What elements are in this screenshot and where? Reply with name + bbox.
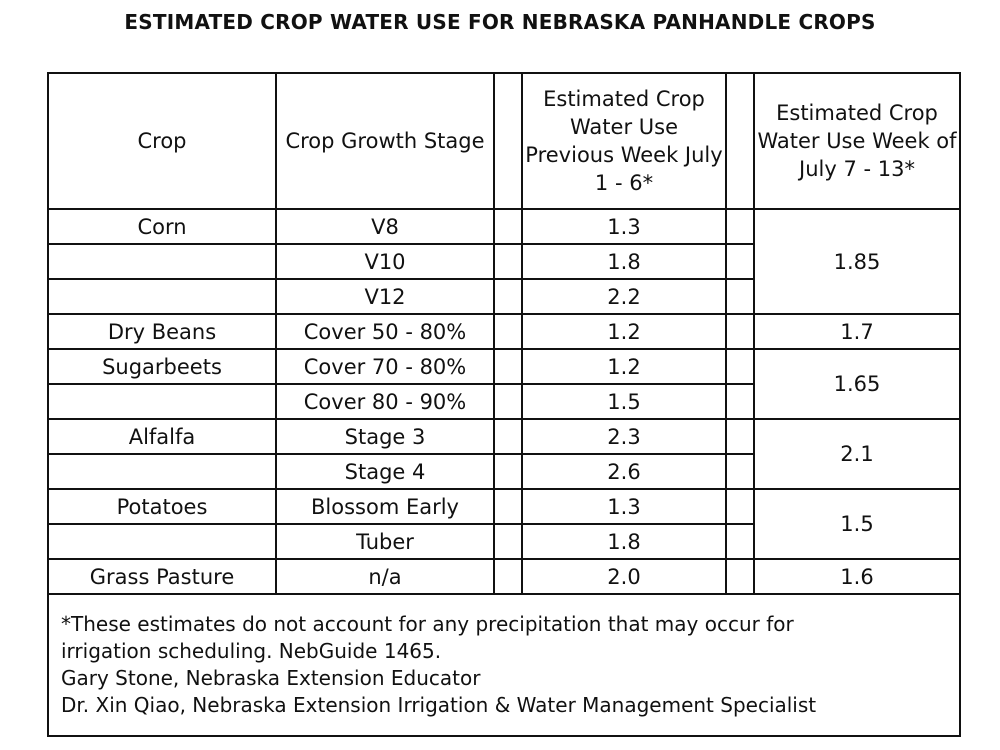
stage-cell: Cover 50 - 80% [275, 313, 495, 350]
stage-cell: V12 [275, 278, 495, 315]
header-current-week: Estimated Crop Water Use Week of July 7 … [753, 72, 961, 210]
footnote-cell: *These estimates do not account for any … [47, 593, 961, 737]
spacer-cell [493, 418, 523, 455]
stage-cell: Cover 80 - 90% [275, 383, 495, 420]
crop-cell: Alfalfa [47, 418, 277, 455]
crop-cell [47, 383, 277, 420]
table-row: Corn V8 1.3 1.85 [47, 208, 961, 315]
header-crop: Crop [47, 72, 277, 210]
table-row: Alfalfa Stage 3 2.3 2.1 [47, 418, 961, 490]
current-week-cell: 1.85 [753, 208, 961, 315]
spacer-cell [493, 313, 523, 350]
table-row: Potatoes Blossom Early 1.3 1.5 [47, 488, 961, 560]
prev-week-cell: 1.5 [521, 383, 727, 420]
spacer-cell [493, 243, 523, 280]
spacer-cell [725, 523, 755, 560]
prev-week-cell: 1.2 [521, 313, 727, 350]
table-row: Tuber 1.8 [47, 523, 960, 560]
table-row: Stage 4 2.6 [47, 453, 960, 490]
spacer-cell [725, 453, 755, 490]
spacer-cell [725, 313, 755, 350]
prev-week-cell: 1.8 [521, 243, 727, 280]
prev-week-cell: 1.3 [521, 208, 727, 245]
spacer-cell [725, 208, 755, 245]
spacer-cell [725, 243, 755, 280]
current-week-cell: 1.5 [753, 488, 961, 560]
prev-week-cell: 2.0 [521, 558, 727, 595]
stage-cell: Cover 70 - 80% [275, 348, 495, 385]
prev-week-cell: 1.8 [521, 523, 727, 560]
spacer-column-header [493, 72, 523, 210]
table-row: V10 1.8 [47, 243, 960, 280]
page-title: ESTIMATED CROP WATER USE FOR NEBRASKA PA… [124, 10, 876, 34]
footnote-line: *These estimates do not account for any … [61, 612, 794, 636]
spacer-cell [493, 383, 523, 420]
prev-week-cell: 2.6 [521, 453, 727, 490]
header-growth-stage: Crop Growth Stage [275, 72, 495, 210]
table-row: Cover 80 - 90% 1.5 [47, 383, 960, 420]
current-week-cell: 1.65 [753, 348, 961, 420]
crop-cell: Potatoes [47, 488, 277, 525]
stage-cell: V10 [275, 243, 495, 280]
table-row: Dry Beans Cover 50 - 80% 1.2 1.7 [47, 313, 961, 350]
footer-row: *These estimates do not account for any … [47, 593, 961, 737]
stage-cell: n/a [275, 558, 495, 595]
current-week-cell: 1.6 [753, 558, 961, 595]
spacer-cell [725, 558, 755, 595]
crop-cell [47, 278, 277, 315]
spacer-cell [725, 348, 755, 385]
table-row: Sugarbeets Cover 70 - 80% 1.2 1.65 [47, 348, 961, 420]
crop-cell [47, 523, 277, 560]
table-row: V12 2.2 [47, 278, 960, 315]
header-row: Crop Crop Growth Stage Estimated Crop Wa… [47, 72, 961, 210]
table-row: Grass Pasture n/a 2.0 1.6 [47, 558, 961, 595]
prev-week-cell: 2.2 [521, 278, 727, 315]
stage-cell: V8 [275, 208, 495, 245]
spacer-cell [493, 348, 523, 385]
stage-cell: Stage 4 [275, 453, 495, 490]
crop-cell: Sugarbeets [47, 348, 277, 385]
current-week-cell: 1.7 [753, 313, 961, 350]
header-previous-week: Estimated Crop Water Use Previous Week J… [521, 72, 727, 210]
current-week-cell: 2.1 [753, 418, 961, 490]
stage-cell: Stage 3 [275, 418, 495, 455]
prev-week-cell: 1.3 [521, 488, 727, 525]
spacer-cell [493, 453, 523, 490]
prev-week-cell: 2.3 [521, 418, 727, 455]
stage-cell: Blossom Early [275, 488, 495, 525]
spacer-column-header [725, 72, 755, 210]
prev-week-cell: 1.2 [521, 348, 727, 385]
spacer-cell [493, 558, 523, 595]
spacer-cell [493, 208, 523, 245]
spacer-cell [493, 523, 523, 560]
crop-cell: Dry Beans [47, 313, 277, 350]
crop-water-use-table: Crop Crop Growth Stage Estimated Crop Wa… [47, 72, 961, 737]
footnote-line: irrigation scheduling. NebGuide 1465. [61, 639, 442, 663]
spacer-cell [493, 278, 523, 315]
crop-cell [47, 243, 277, 280]
crop-cell [47, 453, 277, 490]
spacer-cell [725, 418, 755, 455]
stage-cell: Tuber [275, 523, 495, 560]
spacer-cell [725, 278, 755, 315]
spacer-cell [493, 488, 523, 525]
spacer-cell [725, 383, 755, 420]
author-line: Dr. Xin Qiao, Nebraska Extension Irrigat… [61, 693, 817, 717]
crop-cell: Corn [47, 208, 277, 245]
author-line: Gary Stone, Nebraska Extension Educator [61, 666, 481, 690]
crop-cell: Grass Pasture [47, 558, 277, 595]
spacer-cell [725, 488, 755, 525]
